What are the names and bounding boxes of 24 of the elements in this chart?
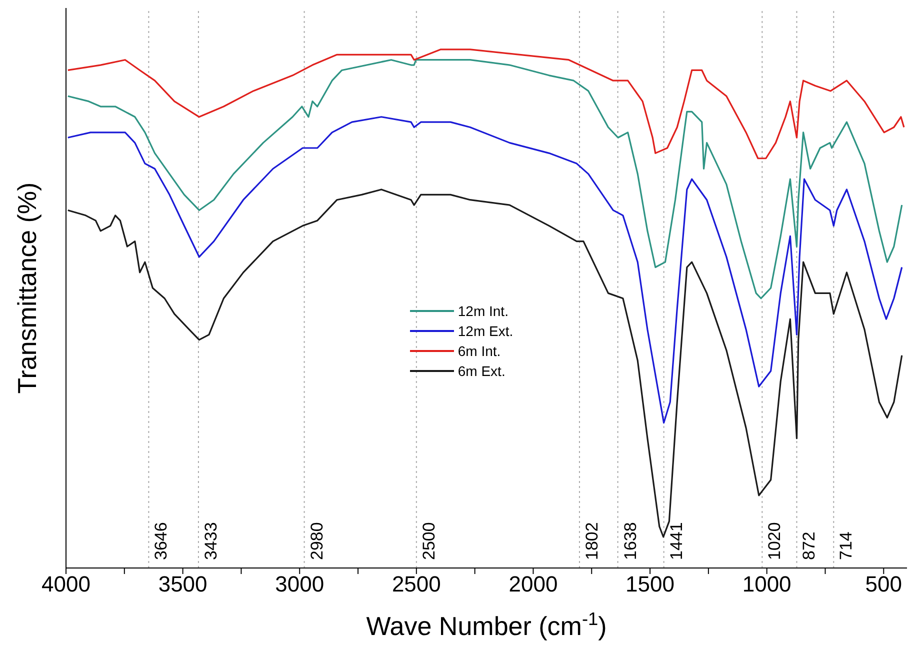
ref-line-label: 3433 [201, 522, 220, 560]
ref-line-label: 872 [800, 532, 819, 560]
x-tick-label: 1500 [626, 572, 675, 597]
x-tick-label: 2000 [508, 572, 558, 597]
legend-label: 12m Ext. [458, 322, 514, 340]
x-tick-label: 3000 [275, 572, 324, 597]
ref-line-label: 2980 [307, 522, 326, 560]
ref-line-label: 1441 [666, 522, 686, 560]
x-tick-label: 500 [865, 572, 902, 597]
x-axis-title: Wave Number (cm$^{-1}$) [366, 609, 607, 641]
ref-line-label: 1638 [620, 522, 640, 560]
ref-line-label: 714 [836, 532, 856, 560]
ref-line-label: 2500 [419, 522, 438, 560]
ref-line-label: 3646 [152, 522, 171, 560]
x-tick-label: 1000 [742, 572, 792, 597]
legend-label: 12m Int. [458, 302, 508, 320]
legend-label: 6m Ext. [458, 362, 506, 380]
y-axis-title: Transmittance (%) [12, 182, 42, 394]
ref-line-label: 1802 [582, 522, 602, 560]
x-tick-label: 2500 [392, 572, 441, 597]
ref-line-label: 1020 [765, 522, 784, 560]
legend-label: 6m Int. [458, 342, 501, 360]
x-tick-label: 3500 [158, 572, 208, 597]
x-tick-label: 4000 [42, 572, 90, 597]
